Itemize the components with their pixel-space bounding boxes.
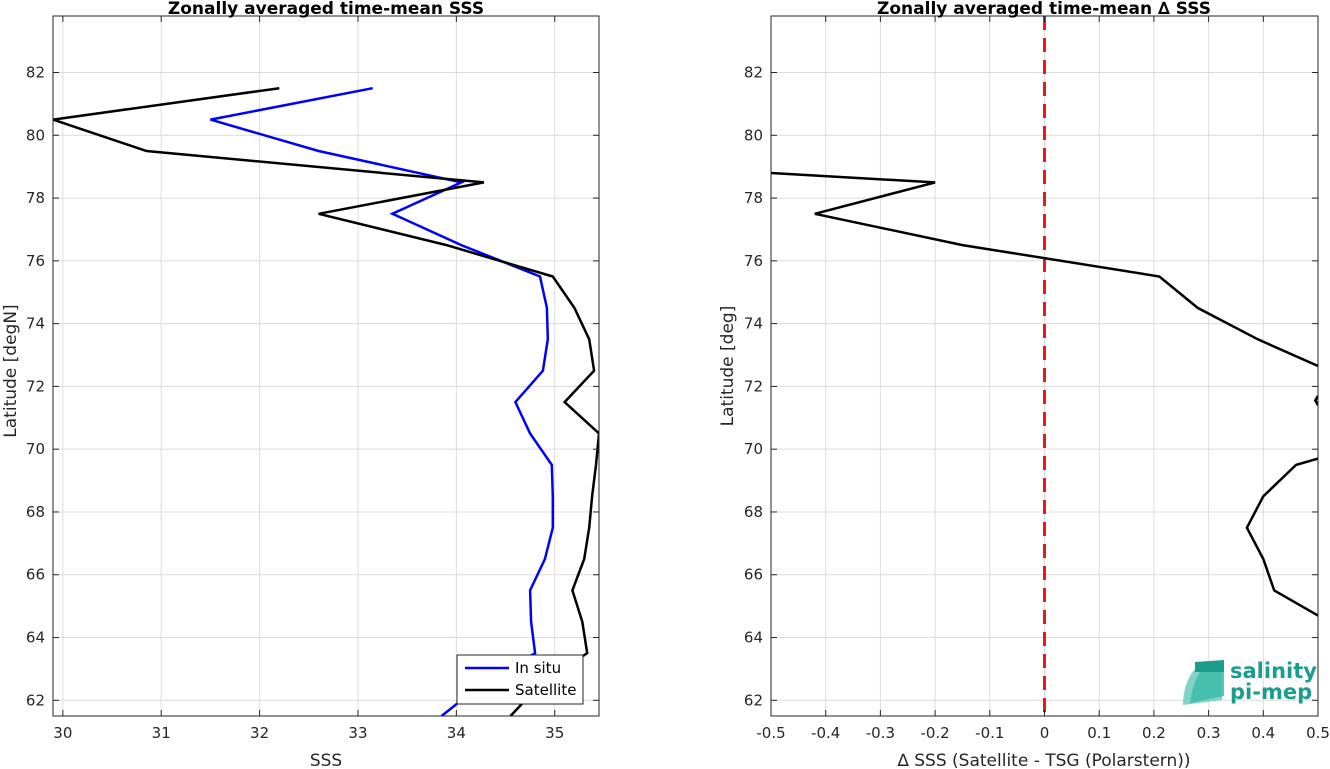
x-tick-label: -0.3 [866,724,895,742]
y-tick-label: 74 [26,315,45,333]
y-tick-label: 72 [744,377,763,395]
legend-box [456,654,584,705]
series-line-in-situ [210,86,555,716]
legend: In situ Satellite [456,654,584,705]
series-line-delta-sss-segment-0 [771,171,1318,368]
x-tick-label: 35 [545,724,564,742]
y-tick-label: 62 [26,691,45,709]
y-tick-label: 66 [26,566,45,584]
y-tick-label: 76 [744,252,763,270]
salinity-pi-mep-logo: salinity pi-mep [1183,659,1317,705]
y-tick-label: 72 [26,377,45,395]
right-chart-title: Zonally averaged time-mean ∆ SSS [877,0,1211,19]
x-tick-label: 32 [250,724,269,742]
y-tick-label: 68 [26,503,45,521]
logo-wave-icon [1183,660,1224,705]
right-axes: -0.5 -0.4 -0.3 -0.2 -0.1 0 0.1 0.2 0.3 0.4 0.5 62 64… [718,0,1330,769]
right-y-axis-label: Latitude [deg] [718,306,738,427]
x-tick-label: 0.2 [1142,724,1166,742]
y-tick-label: 62 [744,691,763,709]
left-axes-frame [52,15,600,717]
x-tick-label: 0 [1040,724,1050,742]
x-tick-label: 0.4 [1251,724,1275,742]
x-tick-label: 0.1 [1087,724,1111,742]
left-series [53,86,599,716]
series-line-delta-sss-segment-1 [1313,395,1318,406]
x-tick-label: -0.1 [975,724,1004,742]
right-series [771,171,1318,617]
y-tick-label: 78 [744,189,763,207]
y-tick-label: 80 [26,126,45,144]
y-tick-label: 78 [26,189,45,207]
left-ticks: 30 31 32 33 34 35 62 64 66 68 70 72 74 76 78 80 82 [26,16,599,742]
legend-label-in-situ: In situ [515,659,561,677]
x-tick-label: -0.4 [811,724,840,742]
y-tick-label: 82 [26,64,45,82]
y-tick-label: 64 [744,629,763,647]
x-tick-label: 0.5 [1306,724,1330,742]
y-tick-label: 64 [26,629,45,647]
x-tick-label: 0.3 [1197,724,1221,742]
x-tick-label: -0.2 [920,724,949,742]
logo-text-line1: salinity [1230,659,1317,683]
series-line-delta-sss-segment-2 [1245,457,1318,617]
y-tick-label: 82 [744,64,763,82]
legend-label-satellite: Satellite [515,681,576,699]
y-tick-label: 68 [744,503,763,521]
left-x-axis-label: SSS [310,751,342,769]
logo-text-line2: pi-mep [1230,680,1312,704]
y-tick-label: 70 [744,440,763,458]
y-tick-label: 66 [744,566,763,584]
x-tick-label: 30 [53,724,72,742]
x-tick-label: 31 [152,724,171,742]
series-line-satellite [53,86,599,716]
left-grid [53,16,599,716]
y-tick-label: 74 [744,315,763,333]
left-y-axis-label: Latitude [degN] [1,304,21,437]
right-ticks: -0.5 -0.4 -0.3 -0.2 -0.1 0 0.1 0.2 0.3 0.4 0.5 62 64… [744,16,1330,742]
y-tick-label: 80 [744,126,763,144]
left-axes: 30 31 32 33 34 35 62 64 66 68 70 72 74 76 78 80 82 Zonal… [1,0,600,769]
y-tick-label: 76 [26,252,45,270]
x-tick-label: 33 [348,724,367,742]
y-tick-label: 70 [26,440,45,458]
x-tick-label: 34 [447,724,466,742]
left-chart-title: Zonally averaged time-mean SSS [168,0,484,19]
x-tick-label: -0.5 [756,724,785,742]
right-x-axis-label: ∆ SSS (Satellite - TSG (Polarstern)) [896,751,1190,769]
